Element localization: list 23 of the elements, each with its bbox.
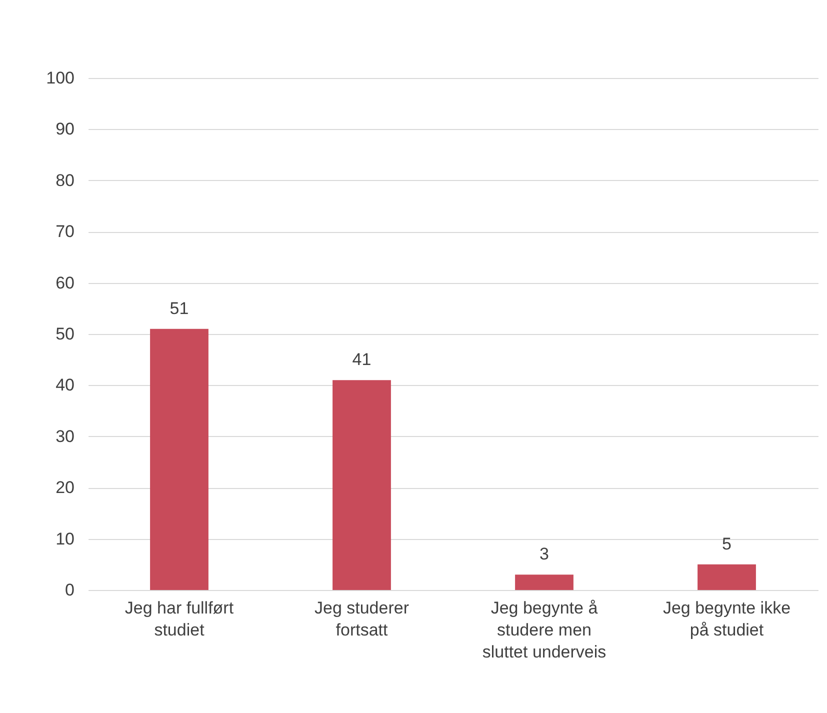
data-label: 3 (540, 544, 549, 564)
y-tick-label: 20 (56, 478, 74, 498)
y-tick-label: 40 (56, 376, 74, 395)
data-label: 5 (722, 534, 732, 554)
y-tick-label: 90 (56, 120, 74, 139)
bar (332, 380, 391, 590)
y-tick-label: 80 (56, 170, 74, 190)
data-label: 41 (352, 350, 372, 370)
y-tick-label: 30 (56, 426, 74, 446)
x-tick-label: Jeg har fullført studiet (124, 598, 234, 640)
x-tick-label: Jeg begynte å studere men sluttet underveis (482, 598, 606, 662)
bar (515, 574, 574, 590)
data-label: 51 (170, 298, 189, 318)
y-tick-label: 50 (56, 324, 74, 344)
x-tick-label: Jeg begynte ikke på studiet (662, 598, 791, 640)
y-tick-label: 100 (46, 68, 74, 88)
bar (698, 564, 756, 590)
y-tick-label: 70 (56, 222, 74, 242)
y-tick-label: 10 (56, 529, 74, 548)
y-tick-label: 60 (56, 273, 74, 292)
y-tick-label: 0 (65, 580, 74, 600)
bar (150, 328, 208, 590)
x-tick-label: Jeg studerer fortsatt (314, 598, 410, 640)
